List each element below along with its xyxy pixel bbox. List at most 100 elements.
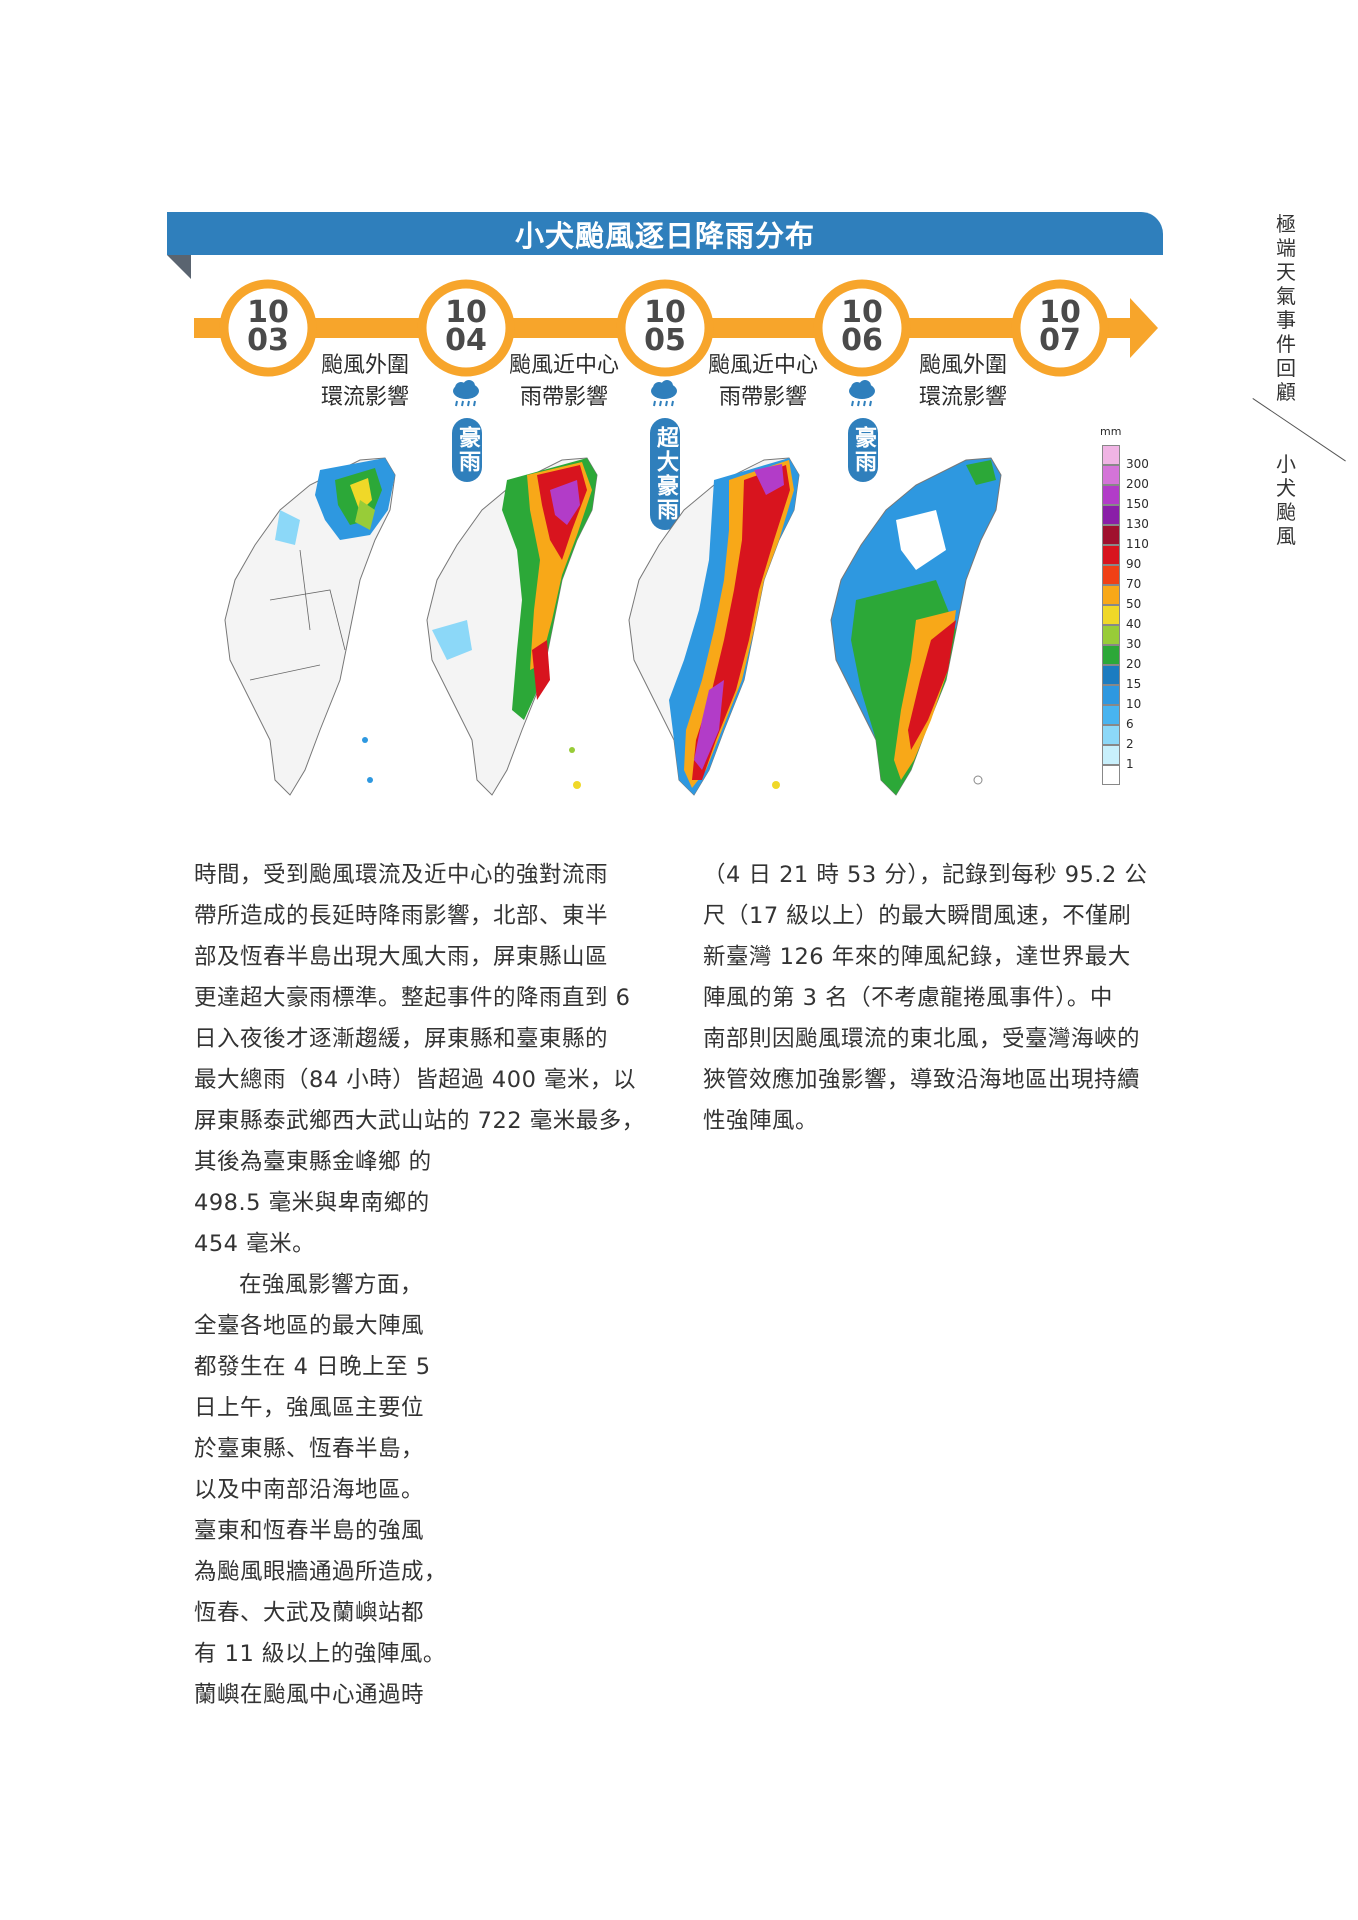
legend-label: 20 <box>1126 657 1142 671</box>
legend-swatch <box>1102 705 1120 725</box>
rain-cloud-icon <box>453 380 479 407</box>
phase-label-4: 颱風外圍 環流影響 <box>903 350 1023 414</box>
legend-swatch <box>1102 605 1120 625</box>
legend-label: 10 <box>1126 697 1142 711</box>
rainfall-map-1004 <box>426 457 598 796</box>
rainfall-map-1005 <box>628 457 800 796</box>
date-month: 10 <box>247 295 289 330</box>
phase-line: 颱風近中心 <box>707 353 818 378</box>
legend-label: 300 <box>1126 457 1149 471</box>
infographic-title: 小犬颱風逐日降雨分布 <box>167 212 1163 255</box>
legend-swatch <box>1102 505 1120 525</box>
body-line: 498.5 毫米與卑南鄉的 <box>194 1190 430 1216</box>
legend-label: 110 <box>1126 537 1149 551</box>
body-column-2: （4 日 21 時 53 分），記錄到每秒 95.2 公尺（17 級以上）的最大… <box>703 855 1173 1142</box>
tag-text: 豪雨 <box>851 426 876 474</box>
body-line: 以及中南部沿海地區。 <box>194 1477 425 1503</box>
date-1006: 10 06 <box>818 284 906 372</box>
date-1007: 10 07 <box>1016 284 1104 372</box>
legend-label: 6 <box>1126 717 1134 731</box>
date-day: 05 <box>644 323 686 358</box>
body-column-1-narrow: 其後為臺東縣金峰鄉 的 498.5 毫米與卑南鄉的 454 毫米。在強風影響方面， 全… <box>194 1142 469 1716</box>
phase-line: 颱風外圍 <box>918 353 1007 378</box>
legend-swatch <box>1102 765 1120 785</box>
legend-swatch <box>1102 585 1120 605</box>
rainfall-map-1003 <box>224 457 396 796</box>
body-column-1: 時間，受到颱風環流及近中心的強對流雨 帶所造成的長延時降雨影響，北部、東半 部及恆春… <box>194 855 664 1142</box>
phase-line: 雨帶影響 <box>718 385 807 410</box>
body-line: 時間，受到颱風環流及近中心的強對流雨 <box>194 862 609 888</box>
body-line: 為颱風眼牆通過所造成， <box>194 1559 448 1585</box>
date-1004: 10 04 <box>422 284 510 372</box>
body-line: 部及恆春半島出現大風大雨，屏東縣山區 <box>194 944 609 970</box>
legend-swatch <box>1102 665 1120 685</box>
legend-label: 40 <box>1126 617 1142 631</box>
legend-swatch <box>1102 565 1120 585</box>
body-line: 在強風影響方面， <box>239 1272 424 1298</box>
heavy-rain-tag: 豪雨 <box>452 418 482 482</box>
legend-label: 90 <box>1126 557 1142 571</box>
body-line: 日入夜後才逐漸趨緩，屏東縣和臺東縣的 <box>194 1026 609 1052</box>
rain-cloud-icon <box>651 380 677 407</box>
legend-swatch <box>1102 445 1120 465</box>
body-line: 蘭嶼在颱風中心通過時 <box>194 1682 425 1708</box>
date-month: 10 <box>841 295 883 330</box>
phase-line: 環流影響 <box>320 385 409 410</box>
extreme-rain-tag: 超大豪雨 <box>650 418 680 530</box>
heavy-rain-tag: 豪雨 <box>848 418 878 482</box>
legend-label: 50 <box>1126 597 1142 611</box>
legend-label: 130 <box>1126 517 1149 531</box>
phase-line: 颱風外圍 <box>320 353 409 378</box>
body-line: 454 毫米。 <box>194 1231 316 1257</box>
legend-unit: mm <box>1100 425 1122 438</box>
body-line: 恆春、大武及蘭嶼站都 <box>194 1600 425 1626</box>
legend-swatch <box>1102 725 1120 745</box>
phase-line: 雨帶影響 <box>519 385 608 410</box>
body-line: 臺東和恆春半島的強風 <box>194 1518 425 1544</box>
legend-label: 1 <box>1126 757 1134 771</box>
date-month: 10 <box>445 295 487 330</box>
body-line: 於臺東縣、恆春半島， <box>194 1436 425 1462</box>
body-line: 都發生在 4 日晚上至 5 <box>194 1354 431 1380</box>
body-line: 最大總雨（84 小時）皆超過 400 毫米，以 <box>194 1067 637 1093</box>
body-line: 其後為臺東縣金峰鄉 的 <box>194 1149 432 1175</box>
legend-swatch <box>1102 485 1120 505</box>
legend-swatch <box>1102 685 1120 705</box>
date-day: 07 <box>1039 323 1081 358</box>
rainfall-legend <box>1102 445 1120 785</box>
legend-swatch <box>1102 625 1120 645</box>
body-line: 更達超大豪雨標準。整起事件的降雨直到 6 <box>194 985 631 1011</box>
body-line: 帶所造成的長延時降雨影響，北部、東半 <box>194 903 609 929</box>
body-line: （4 日 21 時 53 分），記錄到每秒 95.2 公 <box>703 862 1148 888</box>
phase-line: 颱風近中心 <box>508 353 619 378</box>
tag-text: 超大豪雨 <box>653 426 678 522</box>
date-day: 03 <box>247 323 289 358</box>
rainfall-map-1006 <box>830 457 1002 796</box>
body-line: 尺（17 級以上）的最大瞬間風速，不僅刷 <box>703 903 1132 929</box>
date-month: 10 <box>1039 295 1081 330</box>
legend-label: 15 <box>1126 677 1142 691</box>
ribbon-fold <box>167 255 191 279</box>
phase-label-1: 颱風外圍 環流影響 <box>305 350 425 414</box>
phase-line: 環流影響 <box>918 385 1007 410</box>
body-line: 狹管效應加強影響，導致沿海地區出現持續 <box>703 1067 1141 1093</box>
legend-label: 2 <box>1126 737 1134 751</box>
body-line: 有 11 級以上的強陣風。 <box>194 1641 446 1667</box>
body-line: 全臺各地區的最大陣風 <box>194 1313 425 1339</box>
date-1005: 10 05 <box>621 284 709 372</box>
body-line: 屏東縣泰武鄉西大武山站的 722 毫米最多， <box>194 1108 645 1134</box>
legend-label: 70 <box>1126 577 1142 591</box>
date-1003: 10 03 <box>224 284 312 372</box>
legend-swatch <box>1102 645 1120 665</box>
legend-label: 150 <box>1126 497 1149 511</box>
legend-swatch <box>1102 545 1120 565</box>
date-day: 04 <box>445 323 487 358</box>
phase-label-2: 颱風近中心 雨帶影響 <box>504 350 624 414</box>
date-day: 06 <box>841 323 883 358</box>
legend-swatch <box>1102 745 1120 765</box>
legend-swatch <box>1102 525 1120 545</box>
side-title: 極端天氣事件回顧 <box>1276 212 1296 404</box>
body-line: 日上午，強風區主要位 <box>194 1395 425 1421</box>
legend-swatch <box>1102 465 1120 485</box>
legend-label: 200 <box>1126 477 1149 491</box>
